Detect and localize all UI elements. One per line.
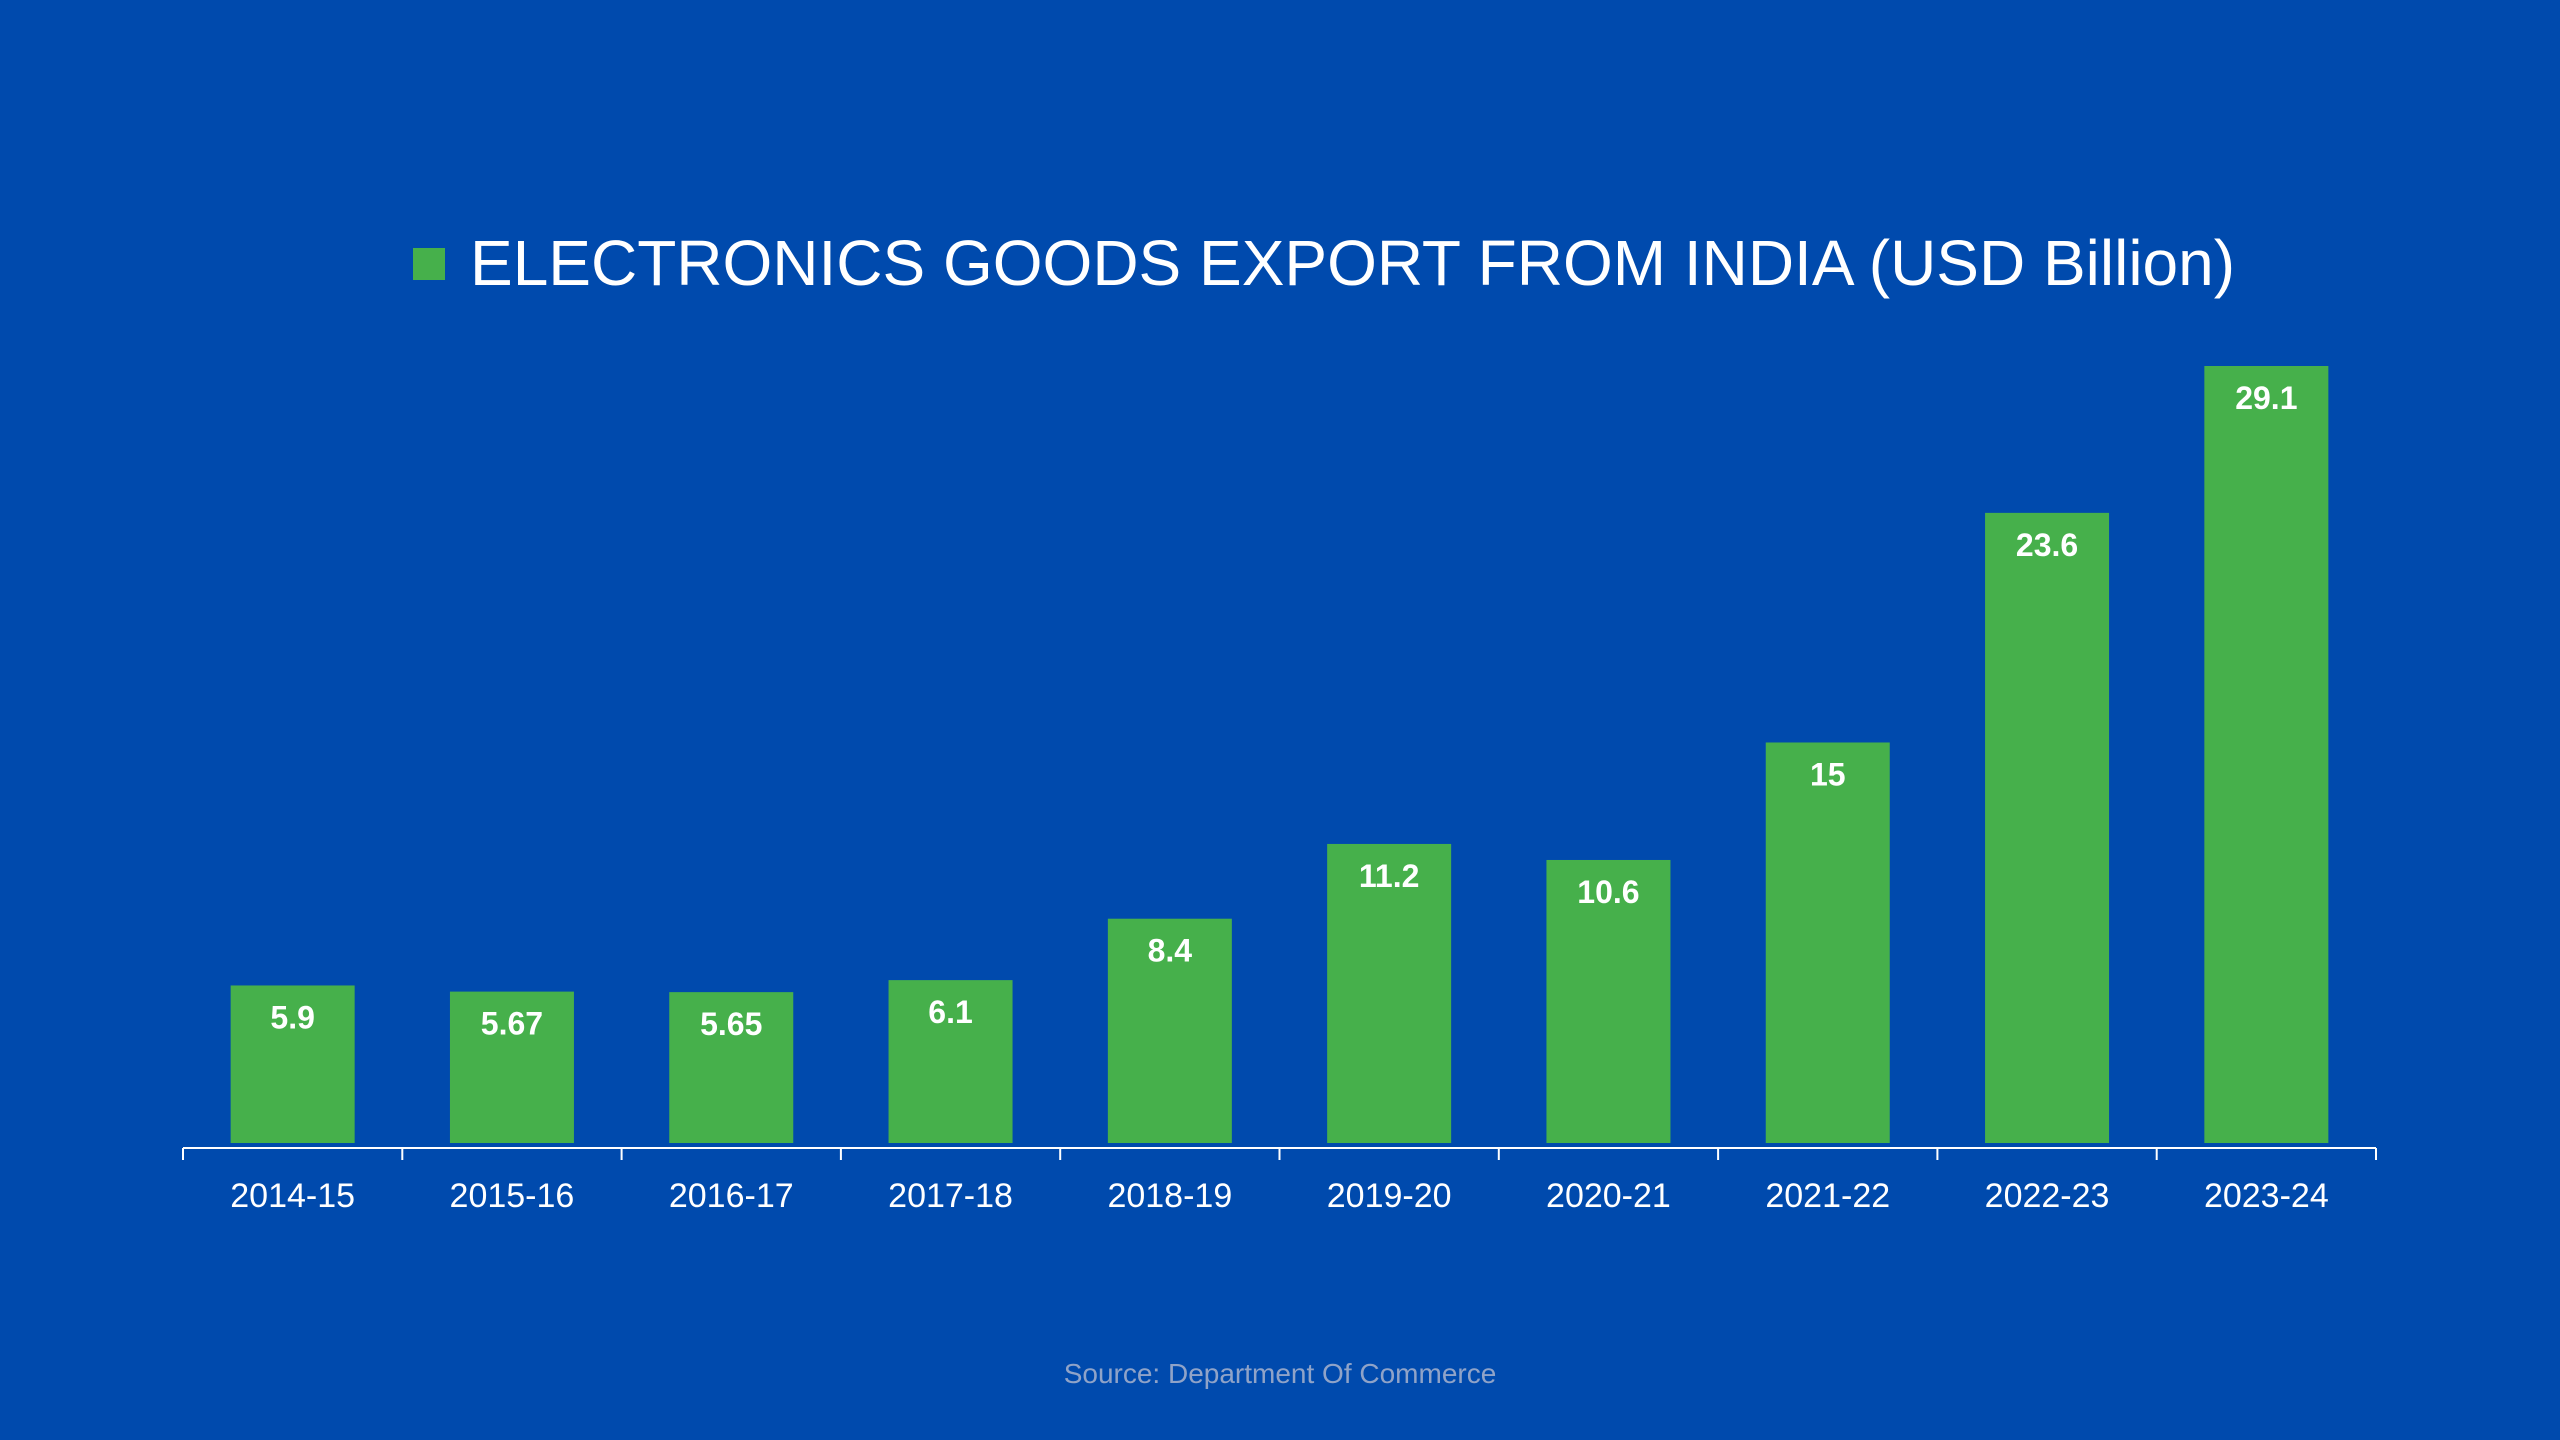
chart-legend: ELECTRONICS GOODS EXPORT FROM INDIA (USD… [413, 227, 2235, 299]
data-label-2021-22: 15 [1810, 756, 1846, 792]
bar-2020-21 [1546, 859, 1671, 1143]
bars-group [230, 366, 2329, 1143]
data-label-2016-17: 5.65 [700, 1006, 762, 1042]
data-label-2019-20: 11.2 [1359, 858, 1420, 894]
x-tick-label-2016-17: 2016-17 [669, 1177, 794, 1215]
x-tick-label-2022-23: 2022-23 [1985, 1177, 2110, 1215]
bar-2014-15 [230, 985, 355, 1143]
x-tick-label-2014-15: 2014-15 [230, 1177, 355, 1215]
data-label-2015-16: 5.67 [481, 1006, 543, 1042]
x-tick-label-2015-16: 2015-16 [450, 1177, 575, 1215]
bar-2021-22 [1765, 742, 1890, 1143]
x-tick-label-2019-20: 2019-20 [1327, 1177, 1452, 1215]
bar-2022-23 [1985, 512, 2110, 1143]
bar-labels-group: 5.9 5.67 5.65 6.1 8.4 11.2 10.6 15 23.6 29.1 [270, 380, 2297, 1042]
legend-swatch [413, 248, 445, 280]
data-label-2018-19: 8.4 [1148, 933, 1193, 969]
bar-2017-18 [888, 980, 1013, 1143]
legend-label: ELECTRONICS GOODS EXPORT FROM INDIA (USD… [470, 227, 2235, 299]
data-label-2014-15: 5.9 [270, 999, 314, 1035]
x-tick-label-2017-18: 2017-18 [888, 1177, 1013, 1215]
bar-2018-19 [1107, 918, 1232, 1143]
data-label-2022-23: 23.6 [2016, 527, 2078, 563]
x-tick-label-2021-22: 2021-22 [1765, 1177, 1890, 1215]
x-tick-label-2018-19: 2018-19 [1107, 1177, 1232, 1215]
data-label-2023-24: 29.1 [2235, 380, 2297, 416]
x-axis-tick-labels: 2014-15 2015-16 2016-17 2017-18 2018-19 2019-… [230, 1177, 2328, 1215]
data-label-2017-18: 6.1 [928, 994, 972, 1030]
bar-2019-20 [1327, 843, 1452, 1143]
data-label-2020-21: 10.6 [1577, 874, 1639, 910]
source-note: Source: Department Of Commerce [1064, 1358, 1497, 1389]
bar-2023-24 [2204, 366, 2329, 1143]
x-tick-label-2020-21: 2020-21 [1546, 1177, 1671, 1215]
x-axis-ticks [182, 1148, 2377, 1160]
bar-2016-17 [669, 992, 794, 1143]
x-tick-label-2023-24: 2023-24 [2204, 1177, 2329, 1215]
bar-2015-16 [449, 991, 574, 1143]
